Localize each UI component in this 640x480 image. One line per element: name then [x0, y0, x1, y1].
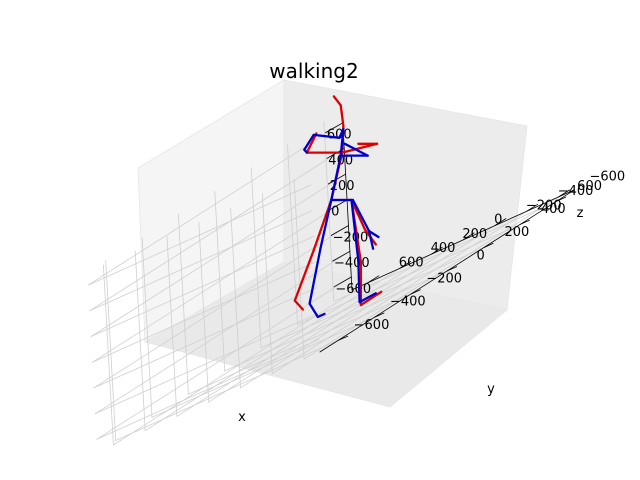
series-1-bone — [350, 198, 367, 231]
grid-line-z — [92, 199, 348, 363]
tick-labels: −600−400−2000200400600−600−400−200020040… — [327, 128, 625, 333]
y-tick-mark — [462, 232, 475, 241]
series-2-bone — [338, 127, 345, 139]
series-2-bone — [351, 198, 371, 233]
series-1-bone — [293, 299, 305, 311]
grid-line-y — [303, 196, 559, 360]
z-tick-mark — [330, 225, 349, 236]
grid-line-z — [90, 173, 347, 337]
series-2-bone — [330, 154, 342, 202]
series-2-bone — [312, 133, 341, 139]
y-tick-mark — [526, 203, 539, 212]
y-tick-label: −400 — [558, 184, 594, 199]
grid-line-z — [93, 225, 349, 389]
x-tick-mark — [483, 242, 494, 249]
series-2-bone — [367, 229, 380, 239]
chart-title: walking2 — [269, 59, 358, 83]
z-tick-label: 0 — [331, 205, 339, 220]
series-2-bone — [316, 312, 326, 319]
x-tick-label: 400 — [541, 202, 566, 217]
x-tick-label: −600 — [354, 318, 390, 333]
grid-line-y — [208, 239, 464, 403]
series-2-bone — [308, 302, 319, 319]
grid-line-y — [176, 253, 432, 417]
x-tick-mark — [410, 289, 421, 295]
x-tick-mark — [555, 196, 567, 202]
z-tick-label: −200 — [333, 230, 369, 245]
x-tick-label: 600 — [577, 179, 602, 194]
grid-line-y — [113, 282, 369, 446]
y-tick-mark — [399, 261, 412, 269]
series-2-bone — [367, 229, 375, 250]
grid-line-z — [89, 210, 313, 312]
z-tick-label: 600 — [327, 128, 352, 143]
series-1-bone — [305, 132, 318, 154]
x-tick-label: 0 — [476, 248, 484, 263]
z-tick-mark — [332, 250, 351, 262]
grid-line-z — [90, 235, 315, 337]
y-tick-label: −200 — [526, 198, 562, 213]
grid-line-z — [87, 184, 312, 286]
series-1-bone — [293, 249, 315, 302]
y-tick-label: 600 — [399, 256, 424, 271]
series-1-bone — [359, 290, 383, 307]
series-1-bone — [339, 104, 345, 128]
series-2-bone — [357, 259, 361, 304]
series-1-bone — [340, 142, 379, 154]
z-axis-label: z — [577, 206, 584, 221]
series-2-bone — [343, 142, 369, 157]
y-tick-mark — [431, 246, 443, 255]
x-tick-mark — [446, 266, 458, 272]
y-tick-mark — [558, 189, 570, 198]
series-2-bone — [358, 292, 377, 304]
y-tick-label: 400 — [431, 241, 456, 256]
series-2-bone — [339, 127, 345, 157]
y-tick-label: −600 — [590, 170, 626, 185]
grid-line-y — [240, 225, 496, 389]
grid-line-z — [96, 338, 320, 440]
x-tick-mark — [374, 312, 385, 318]
z-tick-label: −600 — [335, 282, 371, 297]
y-axis-label: y — [487, 382, 495, 397]
grid-line-z — [93, 287, 317, 389]
grid-line-z — [89, 148, 345, 312]
z-tick-mark — [325, 122, 344, 134]
series-1-bone — [332, 95, 342, 107]
y-tick-label: 200 — [462, 227, 487, 242]
grid-line-z — [92, 261, 316, 363]
series-2-bone — [308, 247, 322, 305]
grid-line-z — [87, 122, 344, 286]
x-axis-label: x — [238, 410, 246, 425]
grid-lines — [87, 121, 559, 446]
z-tick-mark — [329, 199, 348, 211]
skeleton-series — [293, 95, 383, 319]
series-2-bone — [319, 198, 333, 250]
y-tick-mark — [367, 275, 380, 284]
grid-line-z — [95, 313, 319, 415]
y-tick-mark — [494, 218, 507, 226]
grid-line-y — [271, 210, 528, 374]
x-tick-label: 200 — [504, 225, 529, 240]
series-2-bone — [303, 148, 309, 154]
x-tick-label: −200 — [426, 272, 462, 287]
z-tick-label: −400 — [334, 256, 370, 271]
series-2-bone — [350, 198, 360, 262]
x-tick-mark — [519, 219, 530, 225]
grid-line-y — [144, 267, 401, 432]
y-tick-label: 0 — [494, 213, 502, 228]
series-2-bone — [303, 133, 315, 151]
x-tick-mark — [337, 335, 349, 341]
z-tick-mark — [333, 276, 352, 288]
x-tick-label: −400 — [390, 295, 426, 310]
grid-line-z — [95, 250, 351, 415]
